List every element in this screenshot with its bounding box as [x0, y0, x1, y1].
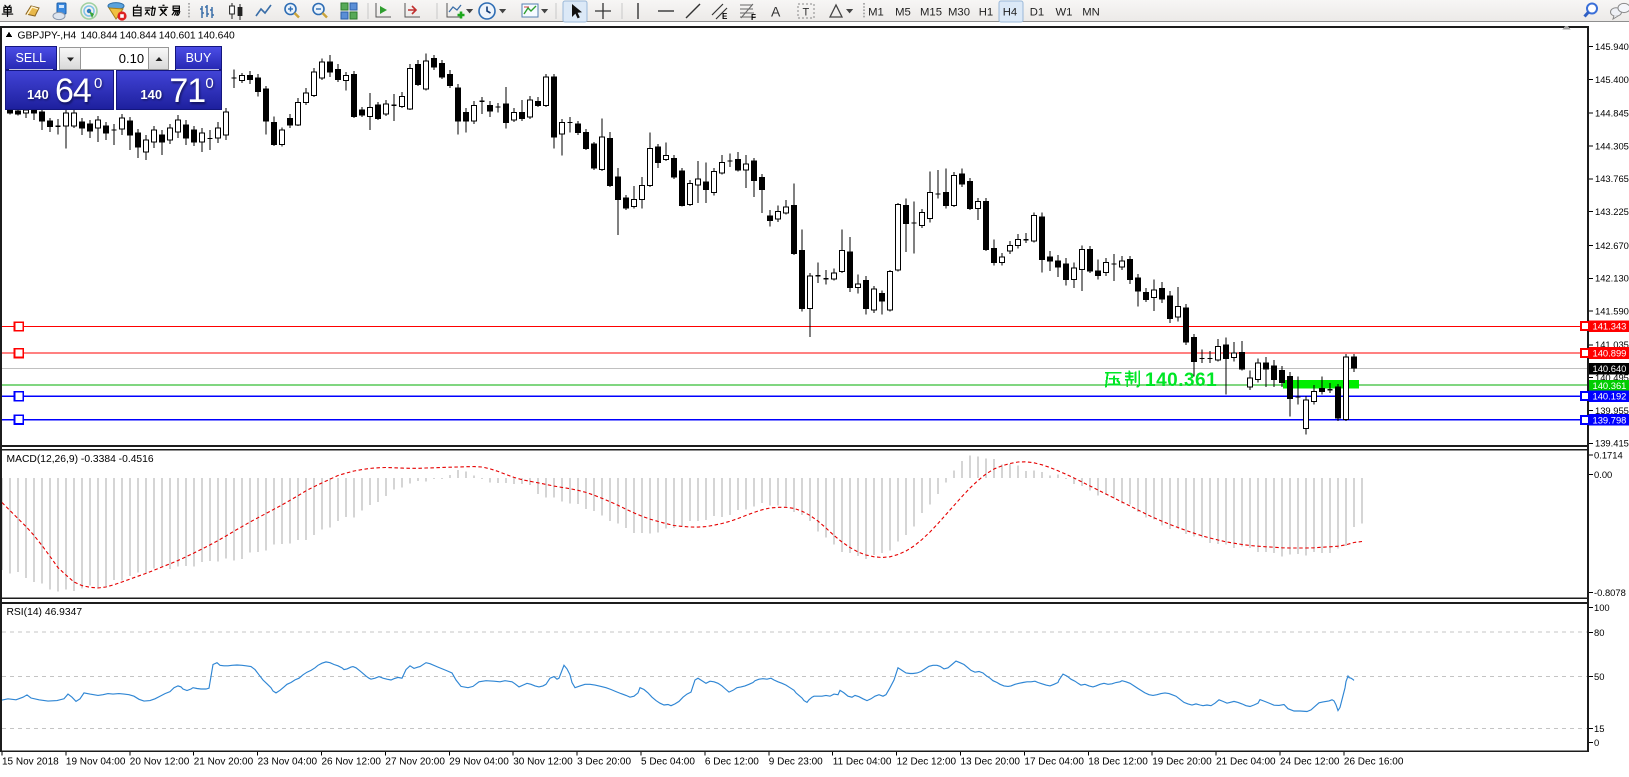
svg-text:23 Nov 04:00: 23 Nov 04:00	[258, 757, 318, 768]
svg-text:0: 0	[1594, 737, 1599, 748]
svg-text:142.670: 142.670	[1595, 240, 1629, 251]
svg-text:17 Dec 04:00: 17 Dec 04:00	[1024, 757, 1084, 768]
svg-text:D1: D1	[1030, 7, 1044, 19]
svg-text:T: T	[803, 7, 810, 19]
svg-text:0.00: 0.00	[1594, 469, 1612, 480]
svg-text:140.192: 140.192	[1593, 391, 1627, 402]
svg-text:18 Dec 12:00: 18 Dec 12:00	[1088, 757, 1148, 768]
svg-text:144.305: 144.305	[1595, 140, 1629, 151]
svg-text:19 Dec 20:00: 19 Dec 20:00	[1152, 757, 1212, 768]
svg-text:H4: H4	[1003, 7, 1017, 19]
svg-text:50: 50	[1594, 671, 1604, 682]
svg-text:-0.8078: -0.8078	[1594, 587, 1626, 598]
svg-text:MACD(12,26,9) -0.3384 -0.4516: MACD(12,26,9) -0.3384 -0.4516	[7, 454, 154, 465]
svg-text:15 Nov 2018: 15 Nov 2018	[2, 757, 59, 768]
svg-text:M15: M15	[920, 7, 942, 19]
svg-text:W1: W1	[1056, 7, 1073, 19]
svg-text:12 Dec 12:00: 12 Dec 12:00	[897, 757, 957, 768]
svg-text:142.130: 142.130	[1595, 273, 1629, 284]
svg-text:GBPJPY-,H4 140.844 140.844 14: GBPJPY-,H4 140.844 140.844 140.601 140.6…	[18, 31, 235, 42]
svg-text:RSI(14) 46.9347: RSI(14) 46.9347	[7, 607, 83, 618]
svg-text:M5: M5	[895, 7, 911, 19]
svg-text:144.845: 144.845	[1595, 108, 1629, 119]
svg-text:21 Dec 04:00: 21 Dec 04:00	[1216, 757, 1276, 768]
svg-text:E: E	[722, 12, 728, 21]
svg-text:141.590: 141.590	[1595, 306, 1629, 317]
svg-text:F: F	[751, 13, 756, 22]
svg-text:29 Nov 04:00: 29 Nov 04:00	[449, 757, 509, 768]
svg-text:145.400: 145.400	[1595, 74, 1629, 85]
svg-text:5 Dec 04:00: 5 Dec 04:00	[641, 757, 695, 768]
svg-text:24 Dec 12:00: 24 Dec 12:00	[1280, 757, 1340, 768]
svg-text:140.361: 140.361	[1593, 380, 1627, 391]
svg-text:141.035: 141.035	[1595, 339, 1629, 350]
svg-text:A: A	[771, 4, 781, 20]
svg-text:19 Nov 04:00: 19 Nov 04:00	[66, 757, 126, 768]
svg-text:26 Dec 16:00: 26 Dec 16:00	[1344, 757, 1404, 768]
svg-text:H1: H1	[979, 7, 993, 19]
svg-text:140.899: 140.899	[1593, 348, 1627, 359]
svg-text:M1: M1	[868, 7, 884, 19]
svg-text:15: 15	[1594, 723, 1604, 734]
svg-text:100: 100	[1594, 602, 1610, 613]
svg-text:140.640: 140.640	[1593, 363, 1627, 374]
svg-text:26 Nov 12:00: 26 Nov 12:00	[322, 757, 382, 768]
svg-text:0.1714: 0.1714	[1594, 449, 1623, 460]
svg-text:139.955: 139.955	[1595, 405, 1629, 416]
svg-text:6 Dec 12:00: 6 Dec 12:00	[705, 757, 759, 768]
svg-text:140.495: 140.495	[1595, 372, 1629, 383]
svg-text:21 Nov 20:00: 21 Nov 20:00	[194, 757, 254, 768]
svg-text:13 Dec 20:00: 13 Dec 20:00	[961, 757, 1021, 768]
svg-text:140.361: 140.361	[1145, 370, 1217, 391]
svg-text:139.415: 139.415	[1595, 438, 1629, 449]
svg-text:30 Nov 12:00: 30 Nov 12:00	[513, 757, 573, 768]
svg-text:MN: MN	[1082, 7, 1100, 19]
svg-text:143.225: 143.225	[1595, 206, 1629, 217]
svg-text:145.940: 145.940	[1595, 41, 1629, 52]
svg-text:141.343: 141.343	[1593, 321, 1627, 332]
svg-text:139.798: 139.798	[1593, 415, 1627, 426]
svg-text:20 Nov 12:00: 20 Nov 12:00	[130, 757, 190, 768]
svg-text:143.765: 143.765	[1595, 173, 1629, 184]
svg-text:M30: M30	[948, 7, 970, 19]
svg-text:27 Nov 20:00: 27 Nov 20:00	[385, 757, 445, 768]
svg-text:9 Dec 23:00: 9 Dec 23:00	[769, 757, 823, 768]
svg-text:11 Dec 04:00: 11 Dec 04:00	[833, 757, 892, 768]
svg-text:3 Dec 20:00: 3 Dec 20:00	[577, 757, 631, 768]
svg-text:80: 80	[1594, 627, 1604, 638]
